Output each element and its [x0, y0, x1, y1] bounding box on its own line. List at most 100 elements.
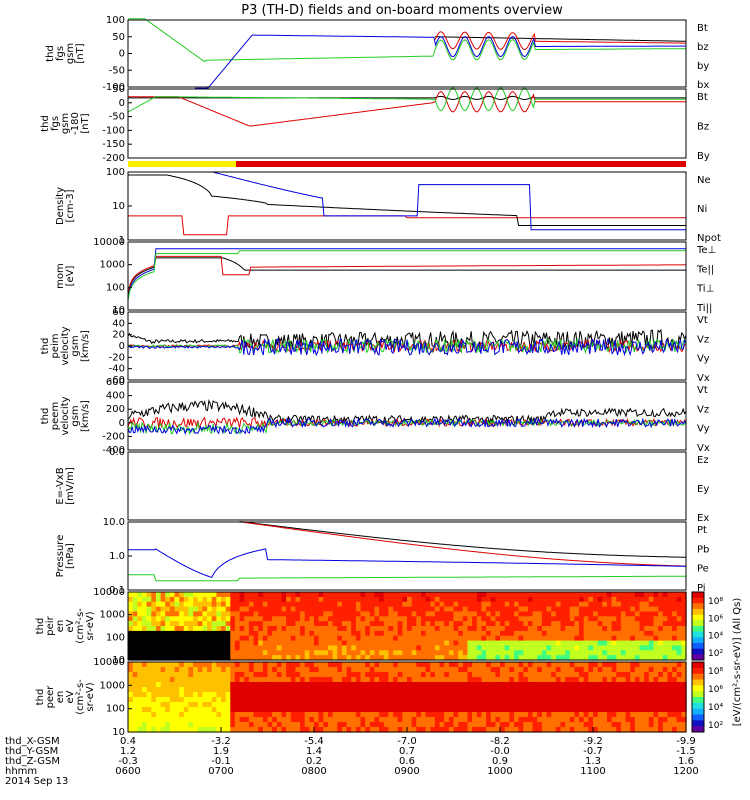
spectrogram-cell: [346, 626, 352, 632]
spectrogram-cell: [169, 697, 176, 703]
spectrogram-cell: [346, 687, 352, 693]
spectrogram-cell: [341, 667, 348, 673]
spectrogram-cell: [211, 697, 217, 703]
spectrogram-cell: [411, 645, 417, 651]
spectrogram-cell: [146, 611, 152, 617]
spectrogram-cell: [230, 640, 236, 647]
spectrogram-cell: [639, 707, 645, 713]
spectrogram-cell: [467, 662, 473, 668]
spectrogram-cell: [146, 630, 152, 637]
spectrogram-cell: [239, 596, 245, 603]
spectrogram-cell: [193, 596, 199, 603]
spectrogram-cell: [128, 655, 134, 661]
spectrogram-cell: [137, 672, 143, 678]
spectrogram-cell: [155, 707, 162, 713]
spectrogram-cell: [379, 640, 385, 647]
spectrogram-cell: [230, 596, 236, 603]
spectrogram-cell: [421, 662, 427, 668]
spectrogram-cell: [616, 626, 622, 632]
spectrogram-cell: [607, 727, 613, 733]
spectrogram-cell: [569, 712, 576, 718]
spectrogram-cell: [583, 621, 589, 627]
spectrogram-cell: [360, 662, 366, 668]
spectrogram-cell: [607, 655, 613, 661]
spectrogram-cell: [328, 596, 334, 603]
spectrogram-cell: [588, 672, 594, 678]
spectrogram-cell: [681, 677, 687, 683]
spectrogram-cell: [611, 727, 617, 733]
spectrogram-cell: [351, 596, 357, 603]
spectrogram-cell: [267, 611, 273, 617]
spectrogram-cell: [476, 687, 483, 693]
spectrogram-cell: [616, 592, 622, 598]
spectrogram-cell: [672, 630, 678, 637]
spectrogram-cell: [286, 645, 292, 651]
spectrogram-cell: [276, 616, 283, 622]
spectrogram-cell: [625, 677, 631, 683]
spectrogram-cell: [639, 702, 645, 708]
spectrogram-cell: [304, 662, 310, 668]
spectrogram-cell: [648, 682, 655, 688]
legend-entry: Bt: [697, 92, 708, 103]
spectrogram-cell: [523, 645, 529, 651]
spectrogram-cell: [611, 702, 617, 708]
spectrogram-cell: [314, 655, 320, 661]
spectrogram-cell: [495, 640, 501, 647]
spectrogram-cell: [351, 692, 357, 698]
spectrogram-cell: [314, 687, 320, 693]
spectrogram-cell: [300, 727, 306, 733]
spectrogram-cell: [365, 682, 371, 688]
y-axis-label: fgs: [50, 116, 61, 131]
spectrogram-cell: [448, 697, 455, 703]
spectrogram-cell: [616, 727, 622, 733]
spectrogram-cell: [197, 722, 204, 728]
spectrogram-cell: [188, 601, 194, 608]
spectrogram-cell: [593, 717, 599, 723]
spectrogram-cell: [500, 707, 506, 713]
y-axis-label: sr-eV): [85, 682, 96, 711]
spectrogram-cell: [309, 626, 315, 632]
spectrogram-cell: [555, 672, 562, 678]
y-axis-label: peer: [45, 685, 56, 709]
spectrogram-cell: [574, 672, 580, 678]
spectrogram-cell: [639, 712, 645, 718]
spectrogram-cell: [607, 592, 613, 598]
spectrogram-cell: [476, 682, 483, 688]
spectrogram-cell: [332, 655, 338, 661]
spectrogram-cell: [193, 697, 199, 703]
spectrogram-cell: [132, 692, 138, 698]
spectrogram-cell: [193, 606, 199, 613]
spectrogram-cell: [183, 621, 190, 627]
spectrogram-cell: [355, 667, 362, 673]
spectrogram-cell: [467, 596, 473, 603]
spectrogram-cell: [551, 611, 557, 617]
spectrogram-cell: [267, 707, 273, 713]
spectrogram-cell: [234, 621, 241, 627]
spectrogram-cell: [332, 626, 338, 632]
spectrogram-cell: [295, 655, 301, 661]
spectrogram-cell: [221, 640, 227, 647]
spectrogram-cell: [625, 727, 631, 733]
spectrogram-cell: [579, 727, 585, 733]
spectrogram-cell: [453, 626, 459, 632]
spectrogram-cell: [221, 635, 227, 642]
spectrogram-cell: [211, 707, 217, 713]
spectrogram-cell: [402, 717, 408, 723]
legend-entry: Ex: [697, 513, 709, 524]
spectrogram-cell: [425, 662, 431, 668]
spectrogram-cell: [300, 662, 306, 668]
spectrogram-cell: [416, 682, 422, 688]
spectrogram-cell: [188, 596, 194, 603]
spectrogram-cell: [388, 611, 394, 617]
spectrogram-cell: [583, 596, 589, 603]
spectrogram-cell: [546, 712, 552, 718]
spectrogram-cell: [537, 596, 543, 603]
spectrogram-cell: [207, 640, 213, 647]
spectrogram-cell: [467, 650, 473, 656]
series-line: [127, 255, 686, 295]
spectrogram-cell: [197, 645, 204, 651]
spectrogram-cell: [681, 667, 687, 673]
spectrogram-cell: [397, 592, 403, 598]
spectrogram-cell: [258, 712, 264, 718]
spectrogram-cell: [579, 702, 585, 708]
